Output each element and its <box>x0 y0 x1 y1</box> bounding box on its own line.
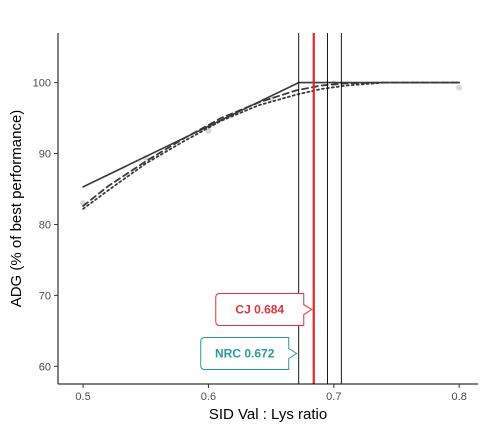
annotation-label: CJ 0.684 <box>235 303 284 317</box>
x-tick-label: 0.6 <box>201 391 216 403</box>
y-tick-label: 100 <box>33 78 51 90</box>
series-line-dashed <box>82 81 461 207</box>
series-line-dotted <box>82 81 461 210</box>
y-tick-label: 70 <box>39 290 51 302</box>
annotations: CJ 0.684 NRC 0.672 <box>200 293 313 371</box>
x-tick-label: 0.8 <box>452 391 467 403</box>
y-tick-label: 80 <box>39 219 51 231</box>
observed-point <box>456 84 463 91</box>
x-tick-label: 0.7 <box>326 391 341 403</box>
x-tick-label: 0.5 <box>75 391 90 403</box>
annotation-box <box>200 337 298 371</box>
axes <box>57 33 478 385</box>
y-tick-label: 60 <box>39 361 51 373</box>
y-axis-title: ADG (% of best performance) <box>8 110 25 308</box>
annotation-box <box>215 293 313 327</box>
axis-ticks: 0.5 0.6 0.7 0.8 60 70 80 90 100 <box>33 78 467 403</box>
x-axis-title: SID Val : Lys ratio <box>209 406 327 423</box>
y-tick-label: 90 <box>39 149 51 161</box>
annotation-label: NRC 0.672 <box>215 347 275 361</box>
